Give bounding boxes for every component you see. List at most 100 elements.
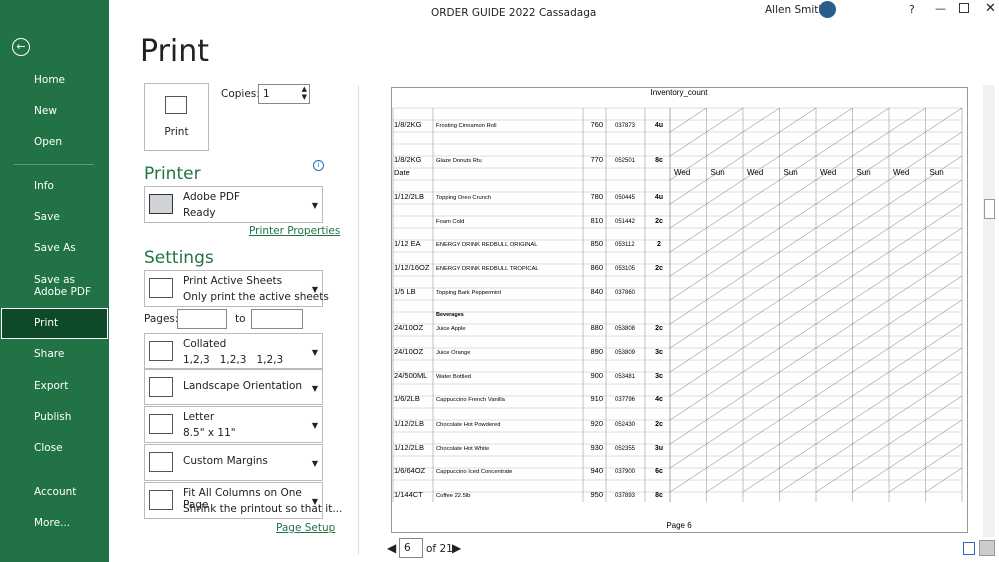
- cell-size: 1/12/2LB: [394, 419, 424, 428]
- cell-hatch: [779, 131, 817, 157]
- nav-item[interactable]: Export: [34, 380, 69, 392]
- cell-item: Chocolate Hot Powdered: [436, 422, 500, 428]
- cell-qty: 8c: [655, 492, 663, 499]
- setting-dropdown[interactable]: Print Active Sheets Only print the active…: [144, 270, 329, 307]
- nav-item[interactable]: Publish: [34, 411, 72, 423]
- printer-properties-link[interactable]: Printer Properties: [249, 225, 341, 237]
- nav-item[interactable]: Save: [34, 211, 60, 223]
- cell-code: 053808: [615, 326, 636, 332]
- cell-hatch: [669, 323, 707, 349]
- cell-number: 910: [590, 394, 603, 403]
- selected-item-bg: [1, 308, 108, 339]
- vertical-scrollbar[interactable]: [983, 85, 995, 537]
- dropdown-arrow: ▼: [311, 497, 318, 506]
- nav-item[interactable]: Save as Adobe PDF: [34, 274, 92, 298]
- cell-item: Glaze Donuts Rtu: [436, 158, 482, 164]
- setting-main: Landscape Orientation: [183, 380, 303, 392]
- cell-hatch: [779, 179, 817, 205]
- cell-hatch: [779, 251, 817, 277]
- print-label: Print: [164, 126, 189, 138]
- cell-qty: 2c: [655, 325, 663, 332]
- nav-item[interactable]: Print: [34, 317, 59, 329]
- cell-size: 1/8/2KG: [394, 120, 422, 129]
- cell-hatch: [742, 179, 780, 205]
- setting-dropdown[interactable]: Fit All Columns on One Page Shrink the pr…: [144, 482, 342, 519]
- user-name[interactable]: Allen Smith: [765, 4, 826, 16]
- page-input[interactable]: 6: [399, 538, 423, 558]
- dropdown-arrow: ▼: [311, 421, 318, 430]
- cell-hatch: [742, 203, 780, 229]
- cell-hatch: [706, 179, 744, 205]
- nav-footer-item[interactable]: More...: [34, 517, 71, 529]
- cell-hatch: [742, 395, 780, 421]
- cell-hatch: [742, 251, 780, 277]
- nav-footer-item[interactable]: Account: [34, 486, 77, 498]
- copies-input[interactable]: 1 ▲ ▼: [258, 84, 310, 104]
- day-header: Sun: [784, 168, 798, 177]
- setting-main: Collated: [183, 338, 227, 350]
- cell-code: 052501: [615, 158, 636, 164]
- cell-hatch: [669, 467, 707, 493]
- day-header: Wed: [747, 168, 763, 177]
- setting-sub: 1,2,3 1,2,3 1,2,3: [183, 354, 284, 366]
- cell-hatch: [815, 275, 853, 301]
- setting-icon: [149, 490, 173, 510]
- cell-hatch: [669, 131, 707, 157]
- zoom-to-page[interactable]: [979, 540, 995, 556]
- printer-select[interactable]: Adobe PDF Ready ▼: [144, 186, 323, 223]
- cell-hatch: [925, 323, 963, 349]
- day-header: Sun: [930, 168, 944, 177]
- cell-size: 1/12/2LB: [394, 443, 424, 452]
- cell-hatch: [852, 251, 890, 277]
- cell-hatch: [706, 395, 744, 421]
- cell-item: Frosting Cinnamon Roll: [436, 123, 497, 129]
- nav-item[interactable]: Info: [34, 180, 54, 192]
- pages-label: Pages:: [144, 313, 179, 325]
- pages-to[interactable]: [251, 309, 303, 329]
- minimize[interactable]: —: [935, 2, 946, 15]
- cell-code: 052430: [615, 422, 636, 428]
- cell-hatch: [669, 275, 707, 301]
- back-button[interactable]: ←: [12, 38, 30, 56]
- cell-hatch: [779, 155, 817, 181]
- nav-item[interactable]: Close: [34, 442, 63, 454]
- restore[interactable]: [959, 3, 969, 13]
- cell-hatch: [815, 299, 853, 325]
- cell-hatch: [779, 107, 817, 133]
- info-icon[interactable]: i: [313, 160, 324, 171]
- pages-from[interactable]: [177, 309, 227, 329]
- separator: [14, 164, 94, 165]
- print-button[interactable]: Print: [144, 83, 209, 151]
- cell-hatch: [706, 419, 744, 445]
- cell-number: 930: [590, 443, 603, 452]
- cell-hatch: [706, 155, 744, 181]
- cell-hatch: [925, 203, 963, 229]
- nav-item[interactable]: Share: [34, 348, 65, 360]
- day-header: Wed: [893, 168, 909, 177]
- nav-item[interactable]: Open: [34, 136, 63, 148]
- avatar[interactable]: [819, 1, 836, 18]
- printer-status: Ready: [183, 207, 216, 219]
- nav-item[interactable]: New: [34, 105, 57, 117]
- cell-hatch: [669, 155, 707, 181]
- help-button[interactable]: ?: [909, 3, 915, 16]
- page-setup-link[interactable]: Page Setup: [276, 522, 336, 534]
- nav-item[interactable]: Home: [34, 74, 66, 86]
- day-header: Wed: [820, 168, 836, 177]
- show-margins[interactable]: [963, 542, 975, 555]
- close-window[interactable]: ✕: [985, 1, 996, 16]
- cell-number: 940: [590, 466, 603, 475]
- cell-hatch: [742, 275, 780, 301]
- setting-dropdown[interactable]: Collated 1,2,3 1,2,3 1,2,3 ▼: [144, 333, 323, 369]
- cell-hatch: [779, 371, 817, 397]
- cell-qty: 3c: [655, 373, 663, 380]
- setting-dropdown[interactable]: Custom Margins ▼: [144, 444, 323, 481]
- cell-hatch: [925, 419, 963, 445]
- setting-dropdown[interactable]: Letter 8.5" x 11" ▼: [144, 406, 323, 443]
- cell-hatch: [888, 275, 926, 301]
- setting-dropdown[interactable]: Landscape Orientation ▼: [144, 369, 323, 405]
- cell-hatch: [925, 299, 963, 325]
- prev-page[interactable]: ◀: [387, 541, 397, 555]
- next-page[interactable]: ▶: [452, 541, 462, 555]
- nav-item[interactable]: Save As: [34, 242, 76, 254]
